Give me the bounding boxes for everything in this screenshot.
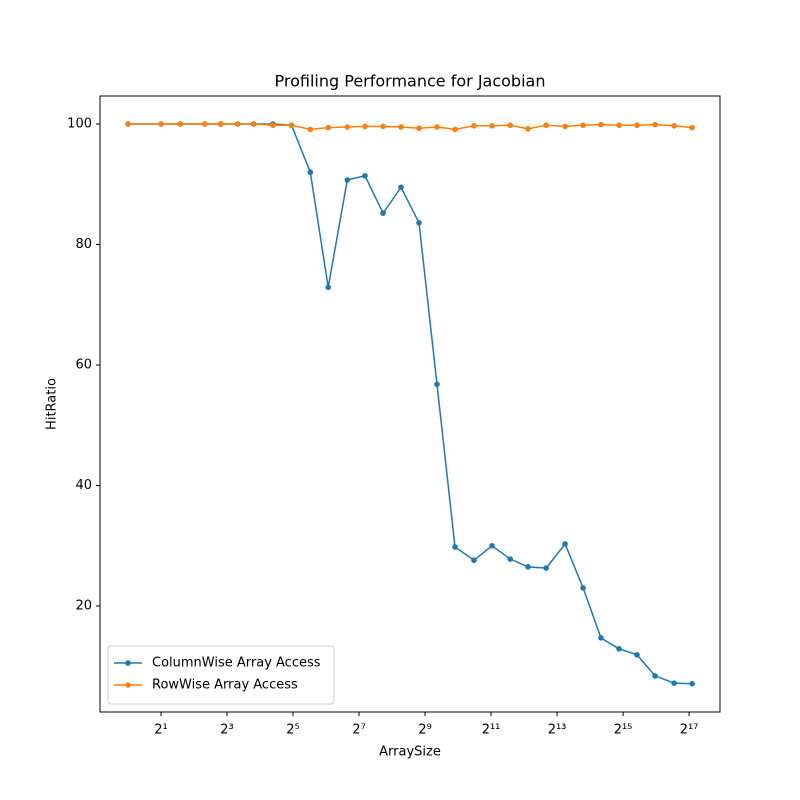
marker bbox=[434, 381, 440, 388]
marker bbox=[598, 121, 604, 128]
legend-marker bbox=[125, 682, 131, 688]
legend-box bbox=[107, 645, 335, 705]
y-tick-label: 20 bbox=[75, 599, 92, 614]
marker bbox=[634, 122, 640, 129]
marker bbox=[270, 122, 276, 129]
marker bbox=[434, 124, 440, 130]
marker bbox=[177, 121, 184, 127]
marker bbox=[344, 124, 351, 130]
x-tick-label: 2¹ bbox=[154, 723, 167, 738]
legend-label: RowWise Array Access bbox=[152, 678, 298, 693]
marker bbox=[543, 122, 549, 129]
marker bbox=[398, 124, 404, 130]
marker bbox=[580, 122, 586, 129]
legend-label: ColumnWise Array Access bbox=[152, 656, 321, 671]
x-tick-label: 2¹¹ bbox=[482, 723, 501, 738]
marker bbox=[689, 124, 695, 131]
marker bbox=[562, 541, 568, 547]
marker bbox=[288, 122, 295, 129]
marker bbox=[325, 284, 332, 291]
marker bbox=[452, 544, 458, 550]
marker bbox=[471, 123, 477, 129]
marker bbox=[250, 121, 257, 127]
marker bbox=[380, 210, 386, 216]
marker bbox=[489, 542, 495, 549]
y-axis-label: HitRatio bbox=[45, 378, 60, 430]
marker bbox=[416, 125, 422, 132]
marker bbox=[580, 585, 586, 591]
x-tick-label: 2⁷ bbox=[352, 723, 365, 738]
marker bbox=[507, 556, 513, 562]
marker bbox=[616, 122, 622, 129]
marker bbox=[671, 680, 677, 686]
x-tick-label: 2¹⁵ bbox=[614, 723, 633, 738]
marker bbox=[634, 652, 640, 658]
marker bbox=[362, 123, 368, 130]
marker bbox=[562, 123, 568, 130]
marker bbox=[217, 121, 224, 127]
y-tick-label: 100 bbox=[67, 117, 92, 132]
marker bbox=[325, 124, 332, 131]
marker bbox=[362, 173, 368, 179]
marker bbox=[543, 565, 549, 571]
marker bbox=[652, 673, 658, 679]
marker bbox=[689, 680, 695, 687]
x-tick-label: 2³ bbox=[220, 723, 233, 738]
marker bbox=[234, 121, 241, 127]
marker bbox=[489, 123, 495, 129]
legend-marker bbox=[125, 660, 131, 666]
marker bbox=[452, 126, 458, 133]
marker bbox=[398, 184, 404, 191]
marker bbox=[616, 645, 622, 652]
marker bbox=[158, 121, 164, 127]
marker bbox=[307, 126, 314, 133]
axes-frame bbox=[99, 95, 721, 713]
chart-title: Profiling Performance for Jacobian bbox=[275, 72, 546, 91]
marker bbox=[125, 121, 131, 127]
marker bbox=[525, 126, 531, 132]
y-tick-label: 60 bbox=[75, 358, 92, 373]
marker bbox=[380, 123, 386, 130]
marker bbox=[344, 177, 351, 183]
marker bbox=[671, 123, 677, 129]
x-tick-label: 2⁹ bbox=[418, 723, 431, 738]
marker bbox=[525, 564, 531, 570]
x-axis-label: ArraySize bbox=[379, 745, 441, 760]
marker bbox=[507, 122, 513, 129]
x-tick-label: 2¹³ bbox=[548, 723, 567, 738]
y-tick-label: 40 bbox=[75, 478, 92, 493]
marker bbox=[416, 220, 422, 226]
marker bbox=[201, 121, 208, 127]
y-tick-label: 80 bbox=[75, 237, 92, 252]
x-tick-label: 2¹⁷ bbox=[680, 723, 699, 738]
marker bbox=[471, 557, 477, 564]
marker bbox=[598, 635, 604, 641]
x-tick-label: 2⁵ bbox=[286, 723, 299, 738]
marker bbox=[652, 121, 658, 128]
marker bbox=[307, 169, 314, 176]
